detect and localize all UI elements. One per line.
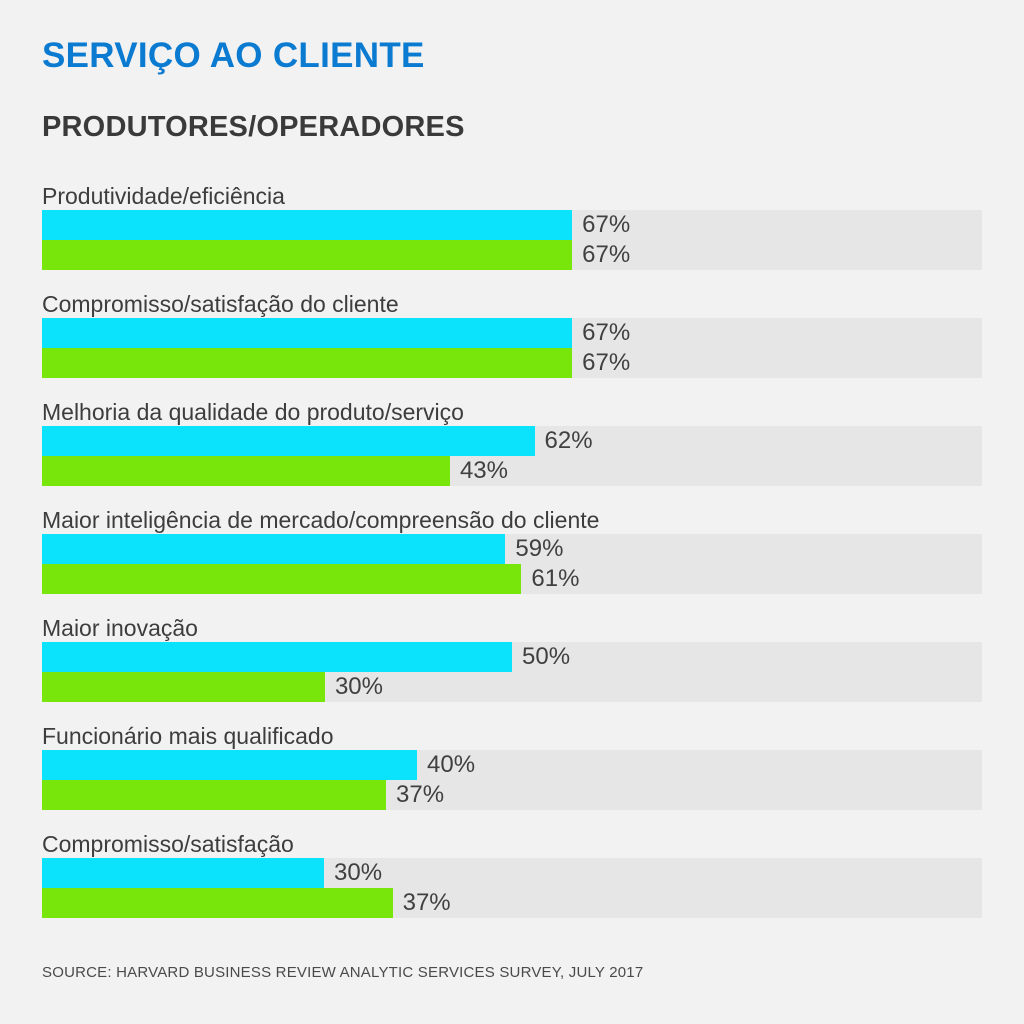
bar-row-green: 37%: [42, 780, 982, 810]
bar-row-cyan: 30%: [42, 858, 982, 888]
bar-value-label: 62%: [544, 427, 593, 454]
bar-green: [42, 348, 573, 378]
bar-cyan: [42, 534, 506, 564]
category-label: Compromisso/satisfação do cliente: [42, 291, 399, 317]
bar-green: [42, 888, 393, 918]
chart-group: Produtividade/eficiência 67% 67%: [42, 182, 982, 270]
bar-value-label: 37%: [402, 889, 451, 916]
bar-row-green: 30%: [42, 672, 982, 702]
bar-row-green: 43%: [42, 456, 982, 486]
chart-group: Compromisso/satisfação do cliente 67% 67%: [42, 290, 982, 378]
bar-value-label: 40%: [427, 751, 476, 778]
source-note: SOURCE: HARVARD BUSINESS REVIEW ANALYTIC…: [42, 964, 644, 981]
bar-value-label: 67%: [582, 319, 631, 346]
bar-chart: Produtividade/eficiência 67% 67% Compromiss…: [42, 182, 982, 918]
category-label: Compromisso/satisfação: [42, 831, 294, 857]
bar-row-green: 67%: [42, 348, 982, 378]
bar-cyan: [42, 426, 535, 456]
bar-row-cyan: 59%: [42, 534, 982, 564]
chart-group: Melhoria da qualidade do produto/serviço…: [42, 398, 982, 486]
page-title: SERVIÇO AO CLIENTE: [42, 36, 425, 75]
bar-track: 59% 61%: [42, 534, 982, 594]
bar-value-label: 30%: [334, 859, 383, 886]
bar-green: [42, 240, 573, 270]
page-subtitle: PRODUTORES/OPERADORES: [42, 111, 465, 143]
bar-row-cyan: 67%: [42, 210, 982, 240]
bar-value-label: 67%: [582, 349, 631, 376]
bar-cyan: [42, 642, 512, 672]
bar-value-label: 61%: [531, 565, 580, 592]
bar-cyan: [42, 318, 573, 348]
category-label: Maior inovação: [42, 615, 198, 641]
bar-row-green: 67%: [42, 240, 982, 270]
category-label: Produtividade/eficiência: [42, 183, 285, 209]
bar-value-label: 59%: [515, 535, 564, 562]
infographic-page: SERVIÇO AO CLIENTE PRODUTORES/OPERADORES…: [42, 36, 982, 981]
bar-value-label: 67%: [582, 241, 631, 268]
bar-row-cyan: 40%: [42, 750, 982, 780]
bar-row-cyan: 50%: [42, 642, 982, 672]
bar-cyan: [42, 858, 324, 888]
bar-value-label: 67%: [582, 211, 631, 238]
bar-track: 50% 30%: [42, 642, 982, 702]
bar-row-cyan: 67%: [42, 318, 982, 348]
bar-green: [42, 564, 522, 594]
category-label: Melhoria da qualidade do produto/serviço: [42, 399, 464, 425]
bar-value-label: 30%: [334, 673, 383, 700]
bar-track: 62% 43%: [42, 426, 982, 486]
bar-track: 67% 67%: [42, 318, 982, 378]
bar-track: 40% 37%: [42, 750, 982, 810]
bar-row-green: 61%: [42, 564, 982, 594]
bar-value-label: 43%: [459, 457, 508, 484]
chart-group: Maior inteligência de mercado/compreensã…: [42, 506, 982, 594]
chart-group: Maior inovação 50% 30%: [42, 614, 982, 702]
bar-cyan: [42, 750, 418, 780]
chart-group: Funcionário mais qualificado 40% 37%: [42, 722, 982, 810]
bar-cyan: [42, 210, 573, 240]
bar-row-green: 37%: [42, 888, 982, 918]
bar-green: [42, 456, 450, 486]
bar-value-label: 50%: [522, 643, 571, 670]
category-label: Maior inteligência de mercado/compreensã…: [42, 507, 600, 533]
bar-green: [42, 780, 387, 810]
bar-track: 67% 67%: [42, 210, 982, 270]
chart-group: Compromisso/satisfação 30% 37%: [42, 830, 982, 918]
category-label: Funcionário mais qualificado: [42, 723, 334, 749]
bar-track: 30% 37%: [42, 858, 982, 918]
bar-row-cyan: 62%: [42, 426, 982, 456]
bar-value-label: 37%: [396, 781, 445, 808]
bar-green: [42, 672, 325, 702]
